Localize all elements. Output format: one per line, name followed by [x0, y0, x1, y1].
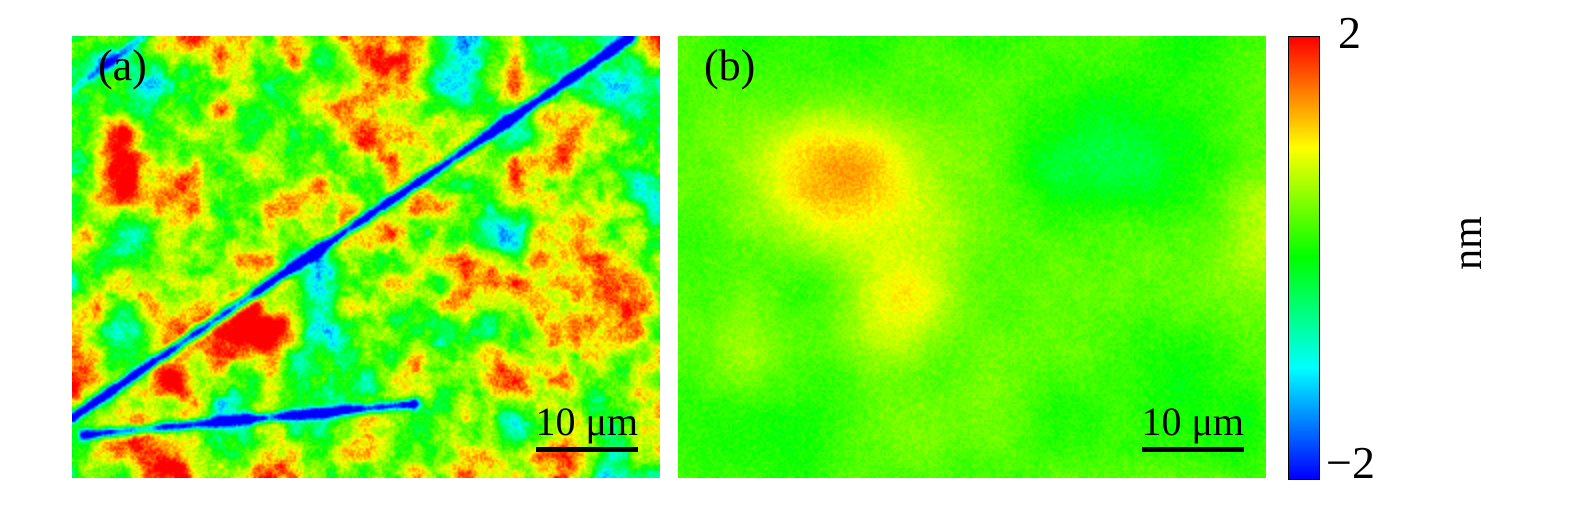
colorbar-tick-max: 2: [1338, 7, 1361, 58]
colorbar-unit-label: nm: [1445, 216, 1491, 270]
scalebar-text-b: 10 μm: [1141, 399, 1244, 444]
scalebar-a: 10 μm: [535, 402, 638, 452]
scalebar-line-a: [535, 447, 638, 452]
colorbar: [1288, 36, 1320, 480]
colorbar-gradient: [1289, 37, 1319, 479]
scalebar-line-b: [1141, 447, 1244, 452]
afm-image-b: [678, 36, 1266, 478]
scalebar-text-a: 10 μm: [535, 399, 638, 444]
panel-label-a: (a): [98, 41, 147, 90]
afm-panel-a: (a) 10 μm: [72, 36, 660, 478]
afm-image-a: [72, 36, 660, 478]
afm-panel-b: (b) 10 μm: [678, 36, 1266, 478]
scalebar-b: 10 μm: [1141, 402, 1244, 452]
colorbar-tick-min: −2: [1326, 437, 1375, 488]
panel-label-b: (b): [704, 41, 756, 90]
